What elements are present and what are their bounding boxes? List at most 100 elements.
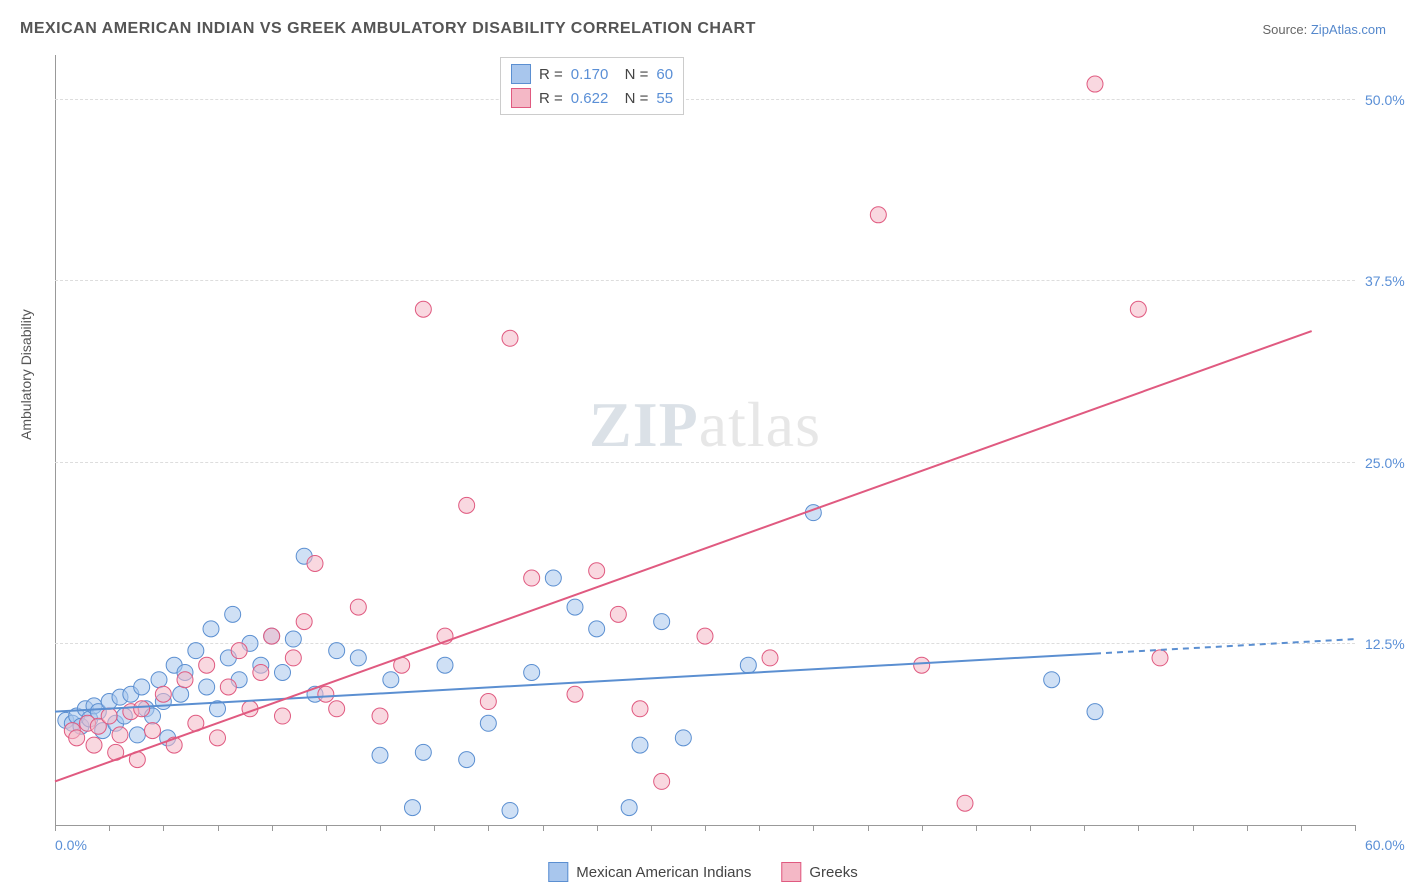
x-tick — [597, 825, 598, 831]
data-point-grk — [253, 664, 269, 680]
data-point-mex — [383, 672, 399, 688]
data-point-grk — [459, 497, 475, 513]
legend-swatch-series1 — [511, 64, 531, 84]
data-point-mex — [740, 657, 756, 673]
data-point-grk — [654, 773, 670, 789]
data-point-mex — [437, 657, 453, 673]
data-point-mex — [675, 730, 691, 746]
x-tick — [55, 825, 56, 831]
data-point-mex — [372, 747, 388, 763]
data-point-grk — [177, 672, 193, 688]
y-tick-label: 25.0% — [1365, 455, 1405, 471]
y-tick-label: 37.5% — [1365, 273, 1405, 289]
data-point-grk — [524, 570, 540, 586]
data-point-mex — [199, 679, 215, 695]
x-tick — [326, 825, 327, 831]
data-point-mex — [285, 631, 301, 647]
y-tick-label: 12.5% — [1365, 636, 1405, 652]
data-point-mex — [502, 802, 518, 818]
data-point-mex — [589, 621, 605, 637]
x-tick — [813, 825, 814, 831]
legend-correlation-box: R = 0.170 N = 60 R = 0.622 N = 55 — [500, 57, 684, 115]
legend-bottom-swatch-1 — [548, 862, 568, 882]
legend-bottom-item-2: Greeks — [781, 862, 857, 882]
data-point-grk — [285, 650, 301, 666]
chart-header: MEXICAN AMERICAN INDIAN VS GREEK AMBULAT… — [20, 20, 1386, 50]
data-point-grk — [231, 643, 247, 659]
data-point-grk — [86, 737, 102, 753]
x-tick — [922, 825, 923, 831]
data-point-mex — [459, 752, 475, 768]
data-point-mex — [188, 643, 204, 659]
data-point-grk — [307, 555, 323, 571]
legend-bottom-item-1: Mexican American Indians — [548, 862, 751, 882]
data-point-grk — [1152, 650, 1168, 666]
legend-bottom-label-1: Mexican American Indians — [576, 864, 751, 881]
legend-bottom-label-2: Greeks — [809, 864, 857, 881]
data-point-grk — [632, 701, 648, 717]
data-point-grk — [275, 708, 291, 724]
legend-n-value-2: 55 — [656, 90, 673, 107]
data-point-grk — [697, 628, 713, 644]
x-tick — [1138, 825, 1139, 831]
data-point-grk — [415, 301, 431, 317]
x-tick — [543, 825, 544, 831]
data-point-grk — [610, 606, 626, 622]
x-tick — [976, 825, 977, 831]
trend-line-ext-mex — [1095, 639, 1355, 654]
x-tick — [1355, 825, 1356, 831]
data-point-mex — [632, 737, 648, 753]
data-point-mex — [151, 672, 167, 688]
legend-r-value-2: 0.622 — [571, 90, 609, 107]
legend-r-value-1: 0.170 — [571, 66, 609, 83]
x-tick — [759, 825, 760, 831]
data-point-mex — [350, 650, 366, 666]
data-point-mex — [1044, 672, 1060, 688]
data-point-mex — [225, 606, 241, 622]
data-point-mex — [275, 664, 291, 680]
legend-bottom-swatch-2 — [781, 862, 801, 882]
data-point-mex — [134, 679, 150, 695]
source-link[interactable]: ZipAtlas.com — [1311, 22, 1386, 37]
x-tick — [868, 825, 869, 831]
data-point-grk — [1087, 76, 1103, 92]
data-point-grk — [199, 657, 215, 673]
data-point-grk — [210, 730, 226, 746]
data-point-grk — [480, 694, 496, 710]
data-point-grk — [296, 614, 312, 630]
x-tick — [163, 825, 164, 831]
x-tick — [218, 825, 219, 831]
source-label: Source: — [1262, 22, 1310, 37]
data-point-mex — [415, 744, 431, 760]
data-point-grk — [220, 679, 236, 695]
data-point-grk — [101, 708, 117, 724]
data-point-mex — [1087, 704, 1103, 720]
x-tick — [272, 825, 273, 831]
data-point-mex — [567, 599, 583, 615]
legend-n-label: N = — [616, 66, 648, 83]
chart-svg — [55, 55, 1355, 825]
data-point-mex — [129, 727, 145, 743]
data-point-mex — [621, 800, 637, 816]
x-axis-max-label: 60.0% — [1365, 837, 1405, 853]
legend-n-value-1: 60 — [656, 66, 673, 83]
data-point-grk — [1130, 301, 1146, 317]
data-point-grk — [957, 795, 973, 811]
data-point-mex — [524, 664, 540, 680]
x-tick — [1247, 825, 1248, 831]
data-point-grk — [264, 628, 280, 644]
data-point-grk — [870, 207, 886, 223]
data-point-grk — [914, 657, 930, 673]
legend-bottom: Mexican American Indians Greeks — [548, 862, 857, 882]
x-tick — [1301, 825, 1302, 831]
x-tick — [1084, 825, 1085, 831]
source-attribution: Source: ZipAtlas.com — [1262, 22, 1386, 37]
x-tick — [651, 825, 652, 831]
data-point-grk — [318, 686, 334, 702]
legend-row-series1: R = 0.170 N = 60 — [511, 62, 673, 86]
x-tick — [1193, 825, 1194, 831]
legend-r-label: R = — [539, 90, 563, 107]
legend-row-series2: R = 0.622 N = 55 — [511, 86, 673, 110]
data-point-grk — [155, 686, 171, 702]
x-tick — [1030, 825, 1031, 831]
